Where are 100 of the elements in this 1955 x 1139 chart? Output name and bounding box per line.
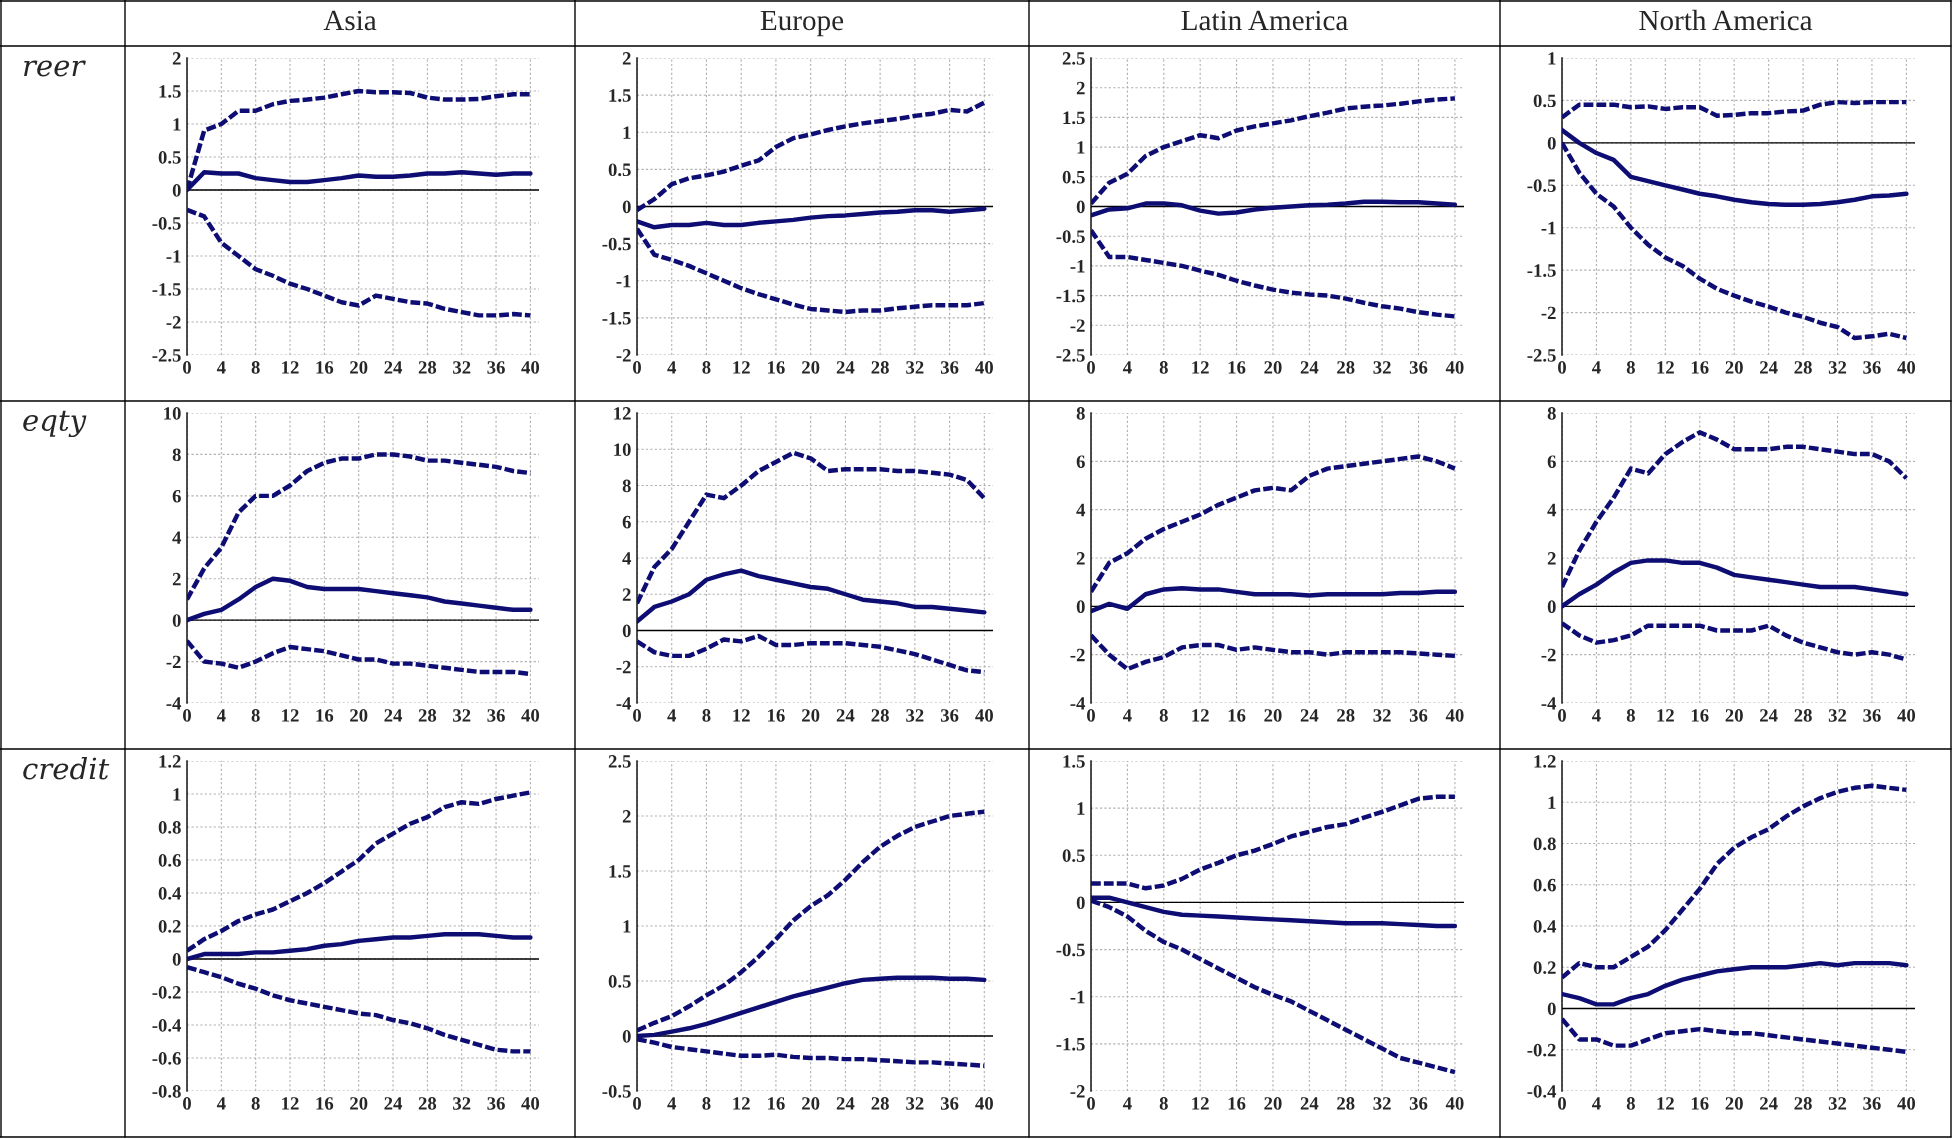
x-tick-label: 8 bbox=[1159, 709, 1168, 722]
x-tick-label: 20 bbox=[350, 361, 368, 374]
y-tick-label: 0.4 bbox=[158, 887, 182, 900]
y-axis-title: credit bbox=[23, 756, 110, 780]
x-tick-label: 32 bbox=[1373, 709, 1391, 722]
y-tick-label: 2 bbox=[1076, 552, 1085, 565]
x-tick-label: 12 bbox=[282, 1097, 299, 1110]
x-tick-label: 36 bbox=[940, 709, 959, 722]
line-series bbox=[1091, 794, 1458, 891]
x-tick-label: 20 bbox=[802, 361, 820, 374]
x-tick-label: 36 bbox=[487, 709, 505, 722]
x-tick-label: 12 bbox=[733, 709, 750, 722]
y-tick-label: -0.5 bbox=[602, 1085, 631, 1098]
y-tick-label: -1 bbox=[1070, 990, 1085, 1004]
y-tick-label: 0 bbox=[172, 184, 181, 197]
x-tick-label: 8 bbox=[702, 361, 711, 374]
x-tick-label: 4 bbox=[1592, 361, 1601, 374]
line-series bbox=[1091, 228, 1458, 319]
y-tick-label: -2.5 bbox=[1527, 349, 1556, 362]
y-tick-label: -0.5 bbox=[1056, 943, 1085, 957]
x-tick-label: 32 bbox=[453, 361, 471, 374]
x-tick-label: 4 bbox=[216, 1097, 226, 1110]
y-tick-label: -1 bbox=[166, 250, 181, 263]
x-tick-label: 0 bbox=[1087, 709, 1095, 722]
x-tick-label: 32 bbox=[1373, 361, 1391, 374]
y-tick-label: 4 bbox=[172, 531, 182, 544]
x-tick-label: 8 bbox=[251, 709, 260, 722]
y-tick-label: 0.6 bbox=[158, 854, 181, 867]
line-series bbox=[1562, 99, 1909, 120]
y-tick-label: -4 bbox=[166, 697, 182, 710]
x-tick-label: 16 bbox=[768, 1097, 785, 1110]
y-tick-label: 1 bbox=[173, 788, 181, 801]
x-tick-label: 28 bbox=[418, 709, 437, 722]
x-tick-label: 24 bbox=[1760, 709, 1778, 722]
x-tick-label: 40 bbox=[975, 1097, 993, 1110]
line-series bbox=[187, 452, 533, 602]
line-series bbox=[637, 226, 987, 315]
chart-title: Latin America bbox=[1181, 10, 1348, 31]
line-series bbox=[187, 965, 533, 1054]
x-tick-label: 0 bbox=[1558, 361, 1566, 374]
y-tick-label: 1.5 bbox=[1063, 111, 1085, 125]
x-tick-label: 28 bbox=[1794, 1097, 1812, 1110]
x-tick-label: 24 bbox=[1300, 1097, 1319, 1110]
y-tick-label: -2 bbox=[616, 349, 631, 362]
x-tick-label: 24 bbox=[1300, 361, 1319, 374]
x-tick-label: 28 bbox=[418, 361, 437, 374]
y-tick-label: -2 bbox=[166, 316, 181, 329]
x-tick-label: 24 bbox=[836, 709, 855, 722]
x-tick-label: 8 bbox=[702, 709, 711, 722]
x-tick-label: 20 bbox=[1264, 709, 1282, 722]
x-tick-label: 36 bbox=[1409, 709, 1428, 722]
x-tick-label: 20 bbox=[350, 1097, 368, 1110]
y-tick-label: 0 bbox=[1547, 1002, 1556, 1016]
y-tick-label: 0 bbox=[622, 624, 631, 638]
y-tick-label: -1 bbox=[1541, 221, 1556, 235]
chart-title: North America bbox=[1639, 9, 1813, 31]
x-tick-label: 20 bbox=[1264, 1097, 1282, 1110]
y-tick-label: 2 bbox=[622, 52, 631, 65]
y-tick-label: -4 bbox=[1070, 697, 1086, 710]
x-tick-label: 8 bbox=[1159, 361, 1168, 374]
line-series bbox=[637, 450, 987, 606]
y-tick-label: 1.5 bbox=[609, 89, 631, 102]
x-tick-label: 16 bbox=[1691, 361, 1709, 374]
x-tick-label: 8 bbox=[1159, 1097, 1168, 1110]
y-tick-label: -0.5 bbox=[152, 217, 181, 230]
y-tick-label: 0 bbox=[622, 1030, 631, 1043]
x-tick-label: 4 bbox=[1122, 709, 1132, 722]
line-series bbox=[187, 790, 533, 953]
y-tick-label: 1.5 bbox=[1063, 755, 1085, 768]
y-tick-label: -0.5 bbox=[1056, 230, 1085, 243]
x-tick-label: 20 bbox=[802, 709, 820, 722]
y-tick-label: 0 bbox=[1547, 600, 1556, 614]
line-series bbox=[187, 207, 533, 318]
y-tick-label: -0.2 bbox=[1527, 1043, 1556, 1057]
x-tick-label: 12 bbox=[1657, 709, 1674, 722]
y-tick-label: -2 bbox=[1070, 648, 1085, 662]
x-tick-label: 12 bbox=[1192, 361, 1209, 374]
chart-title: Europe bbox=[760, 10, 844, 37]
y-tick-label: -4 bbox=[1541, 697, 1557, 710]
x-tick-label: 32 bbox=[1828, 361, 1847, 374]
x-tick-label: 4 bbox=[216, 361, 226, 374]
x-tick-label: 40 bbox=[975, 361, 993, 374]
line-series bbox=[637, 206, 987, 230]
chart-title: Asia bbox=[323, 10, 377, 31]
x-tick-label: 20 bbox=[1264, 361, 1282, 374]
x-tick-label: 36 bbox=[1863, 709, 1881, 722]
y-tick-label: 0.8 bbox=[158, 821, 181, 834]
y-tick-label: -2 bbox=[1541, 648, 1556, 662]
y-tick-label: -2 bbox=[166, 655, 181, 669]
x-tick-label: 0 bbox=[1087, 361, 1095, 374]
x-tick-label: 36 bbox=[487, 1097, 505, 1110]
x-tick-label: 32 bbox=[453, 1097, 471, 1110]
x-tick-label: 8 bbox=[251, 361, 260, 374]
x-tick-label: 32 bbox=[1828, 1097, 1847, 1110]
y-tick-label: 4 bbox=[1076, 503, 1086, 517]
y-tick-label: 6 bbox=[1547, 455, 1556, 469]
y-tick-label: -2 bbox=[1070, 1085, 1085, 1098]
y-axis-title: eqty bbox=[23, 410, 87, 438]
y-tick-label: 8 bbox=[1076, 407, 1085, 420]
x-tick-label: 16 bbox=[1228, 1097, 1246, 1110]
